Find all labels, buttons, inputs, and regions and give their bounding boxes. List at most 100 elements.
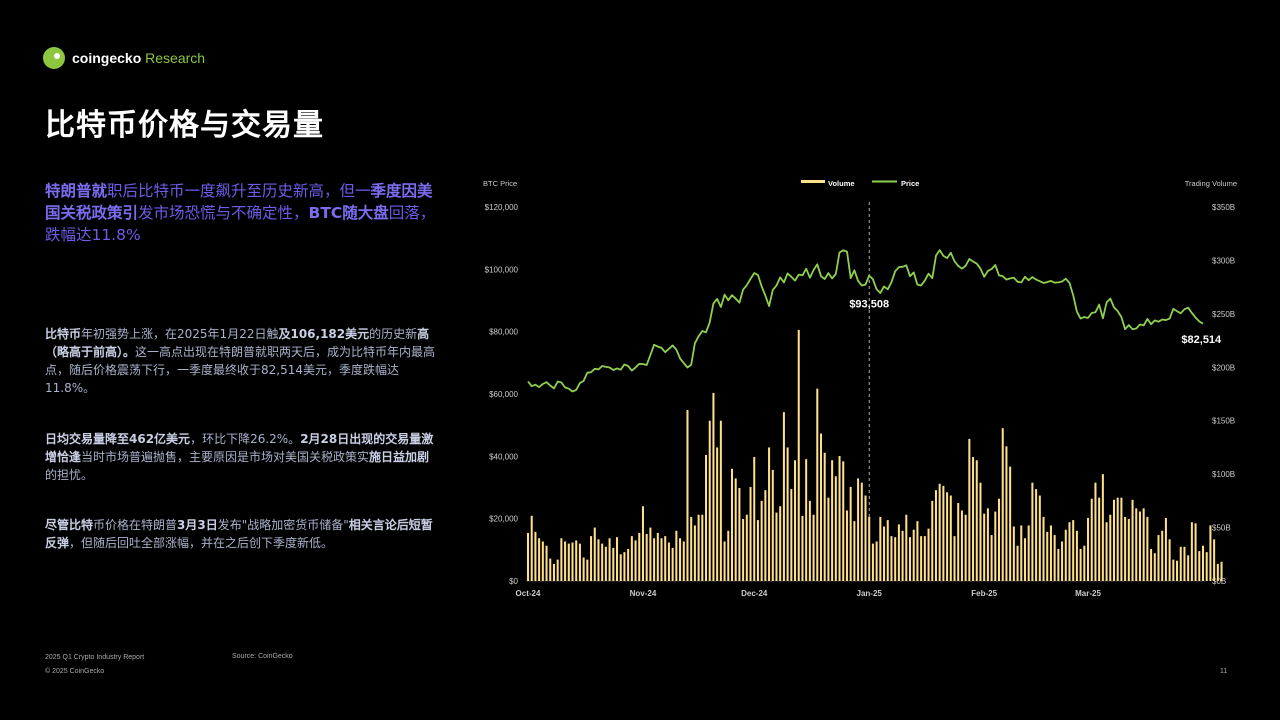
volume-bar xyxy=(975,460,978,581)
volume-bar xyxy=(920,536,923,581)
text-run: 特朗普就 xyxy=(45,182,108,200)
x-tick-label: Jan-25 xyxy=(857,589,883,598)
volume-bar xyxy=(794,460,797,581)
volume-bar xyxy=(619,554,622,581)
y-right-tick-label: $250B xyxy=(1212,310,1235,319)
text-run: 及106,182美元 xyxy=(278,327,370,341)
volume-bar xyxy=(701,514,704,581)
volume-bar xyxy=(564,541,567,581)
volume-bar xyxy=(923,536,926,581)
volume-bar xyxy=(998,498,1001,581)
volume-bar xyxy=(590,536,593,581)
volume-bar xyxy=(719,420,722,581)
legend-price-label: Price xyxy=(901,179,919,188)
x-tick-label: Nov-24 xyxy=(630,589,657,598)
volume-bar xyxy=(1061,541,1064,581)
volume-bar xyxy=(526,532,530,581)
y-right-tick-label: $50B xyxy=(1212,524,1231,533)
volume-bar xyxy=(812,514,815,581)
volume-bar xyxy=(845,510,848,581)
volume-bar xyxy=(549,558,552,581)
volume-bar xyxy=(819,433,823,581)
volume-bar xyxy=(1172,559,1175,581)
volume-bar xyxy=(1187,555,1190,581)
volume-bar xyxy=(1116,497,1119,581)
volume-bar xyxy=(1012,526,1015,581)
volume-bar xyxy=(868,516,871,581)
volume-bar xyxy=(1138,511,1141,581)
volume-bar xyxy=(1023,538,1026,581)
volume-bar xyxy=(649,527,652,581)
y-left-tick-label: $120,000 xyxy=(485,203,519,212)
text-run: ，但随后回吐全部涨幅，并在之后创下季度新低。 xyxy=(69,536,334,550)
text-run: 发布"战略加密货币储备" xyxy=(217,518,349,532)
brand-logo: coingecko Research xyxy=(43,47,205,69)
volume-bar xyxy=(567,543,570,581)
volume-bar xyxy=(530,515,533,581)
volume-bar xyxy=(942,485,945,581)
volume-bar xyxy=(612,547,615,581)
volume-bar xyxy=(1131,499,1134,581)
volume-bar xyxy=(1216,563,1219,581)
volume-bar xyxy=(634,540,637,581)
volume-bar xyxy=(949,495,952,581)
volume-bar xyxy=(897,524,900,581)
text-run: 施日益加剧 xyxy=(369,450,430,464)
volume-bar xyxy=(738,488,741,581)
text-run: 高（略高于前高）。 xyxy=(45,327,430,359)
volume-bar xyxy=(960,510,963,581)
volume-bar xyxy=(604,546,607,581)
text-run: 2月28日出现的交易量激增恰逢 xyxy=(45,432,434,464)
lead-summary: 特朗普就职后比特币一度飙升至历史新高，但一季度因美国关税政策引发市场恐慌与不确定… xyxy=(45,180,440,246)
volume-bar xyxy=(805,459,808,581)
volume-bar xyxy=(964,514,967,581)
volume-bar xyxy=(575,540,578,581)
volume-bar xyxy=(667,542,670,581)
gecko-logo-icon xyxy=(43,47,65,69)
volume-bar xyxy=(1053,535,1056,581)
volume-bar xyxy=(1146,516,1149,581)
volume-bar xyxy=(775,512,778,581)
y-left-tick-label: $0 xyxy=(509,577,518,586)
volume-bar xyxy=(560,538,563,581)
volume-bar xyxy=(730,468,733,581)
volume-bar xyxy=(656,532,659,581)
volume-bar xyxy=(1016,545,1019,581)
volume-bar xyxy=(1135,508,1138,581)
footer-report: 2025 Q1 Crypto Industry Report xyxy=(45,654,145,661)
price-annotation-label: $82,514 xyxy=(1181,334,1222,346)
volume-bar xyxy=(1179,546,1182,581)
volume-bar xyxy=(645,533,648,581)
volume-bar xyxy=(601,543,604,581)
volume-bar xyxy=(908,537,912,581)
text-run: 3月3日 xyxy=(177,518,218,532)
volume-bar xyxy=(1205,552,1208,581)
volume-bar xyxy=(1009,466,1012,581)
volume-bar xyxy=(627,548,630,581)
volume-bar xyxy=(857,478,860,581)
volume-bar xyxy=(912,529,915,581)
volume-bar xyxy=(1220,561,1223,581)
volume-bar xyxy=(1057,548,1060,581)
volume-bar xyxy=(745,514,748,581)
volume-bar xyxy=(742,519,745,581)
volume-bar xyxy=(1164,517,1167,581)
volume-bar xyxy=(1064,529,1067,581)
volume-bar xyxy=(671,547,674,581)
volume-bar xyxy=(641,506,644,581)
volume-bar xyxy=(968,438,971,581)
volume-bar xyxy=(664,536,667,581)
volume-bar xyxy=(727,530,730,581)
volume-bar xyxy=(1035,489,1038,581)
volume-bar xyxy=(749,486,752,581)
text-run: 当时市场普遍抛售，主要原因是市场对美国关税政策实 xyxy=(81,450,370,464)
text-run: 年初强势上涨，在2025年1月22日触 xyxy=(81,327,279,341)
volume-bar xyxy=(615,537,619,581)
volume-bar xyxy=(779,506,782,581)
volume-bar xyxy=(1027,525,1030,581)
volume-bar xyxy=(660,538,663,581)
volume-bar xyxy=(1183,546,1186,581)
volume-bar xyxy=(946,492,949,581)
volume-bar xyxy=(953,536,956,581)
volume-bar xyxy=(1157,535,1160,581)
